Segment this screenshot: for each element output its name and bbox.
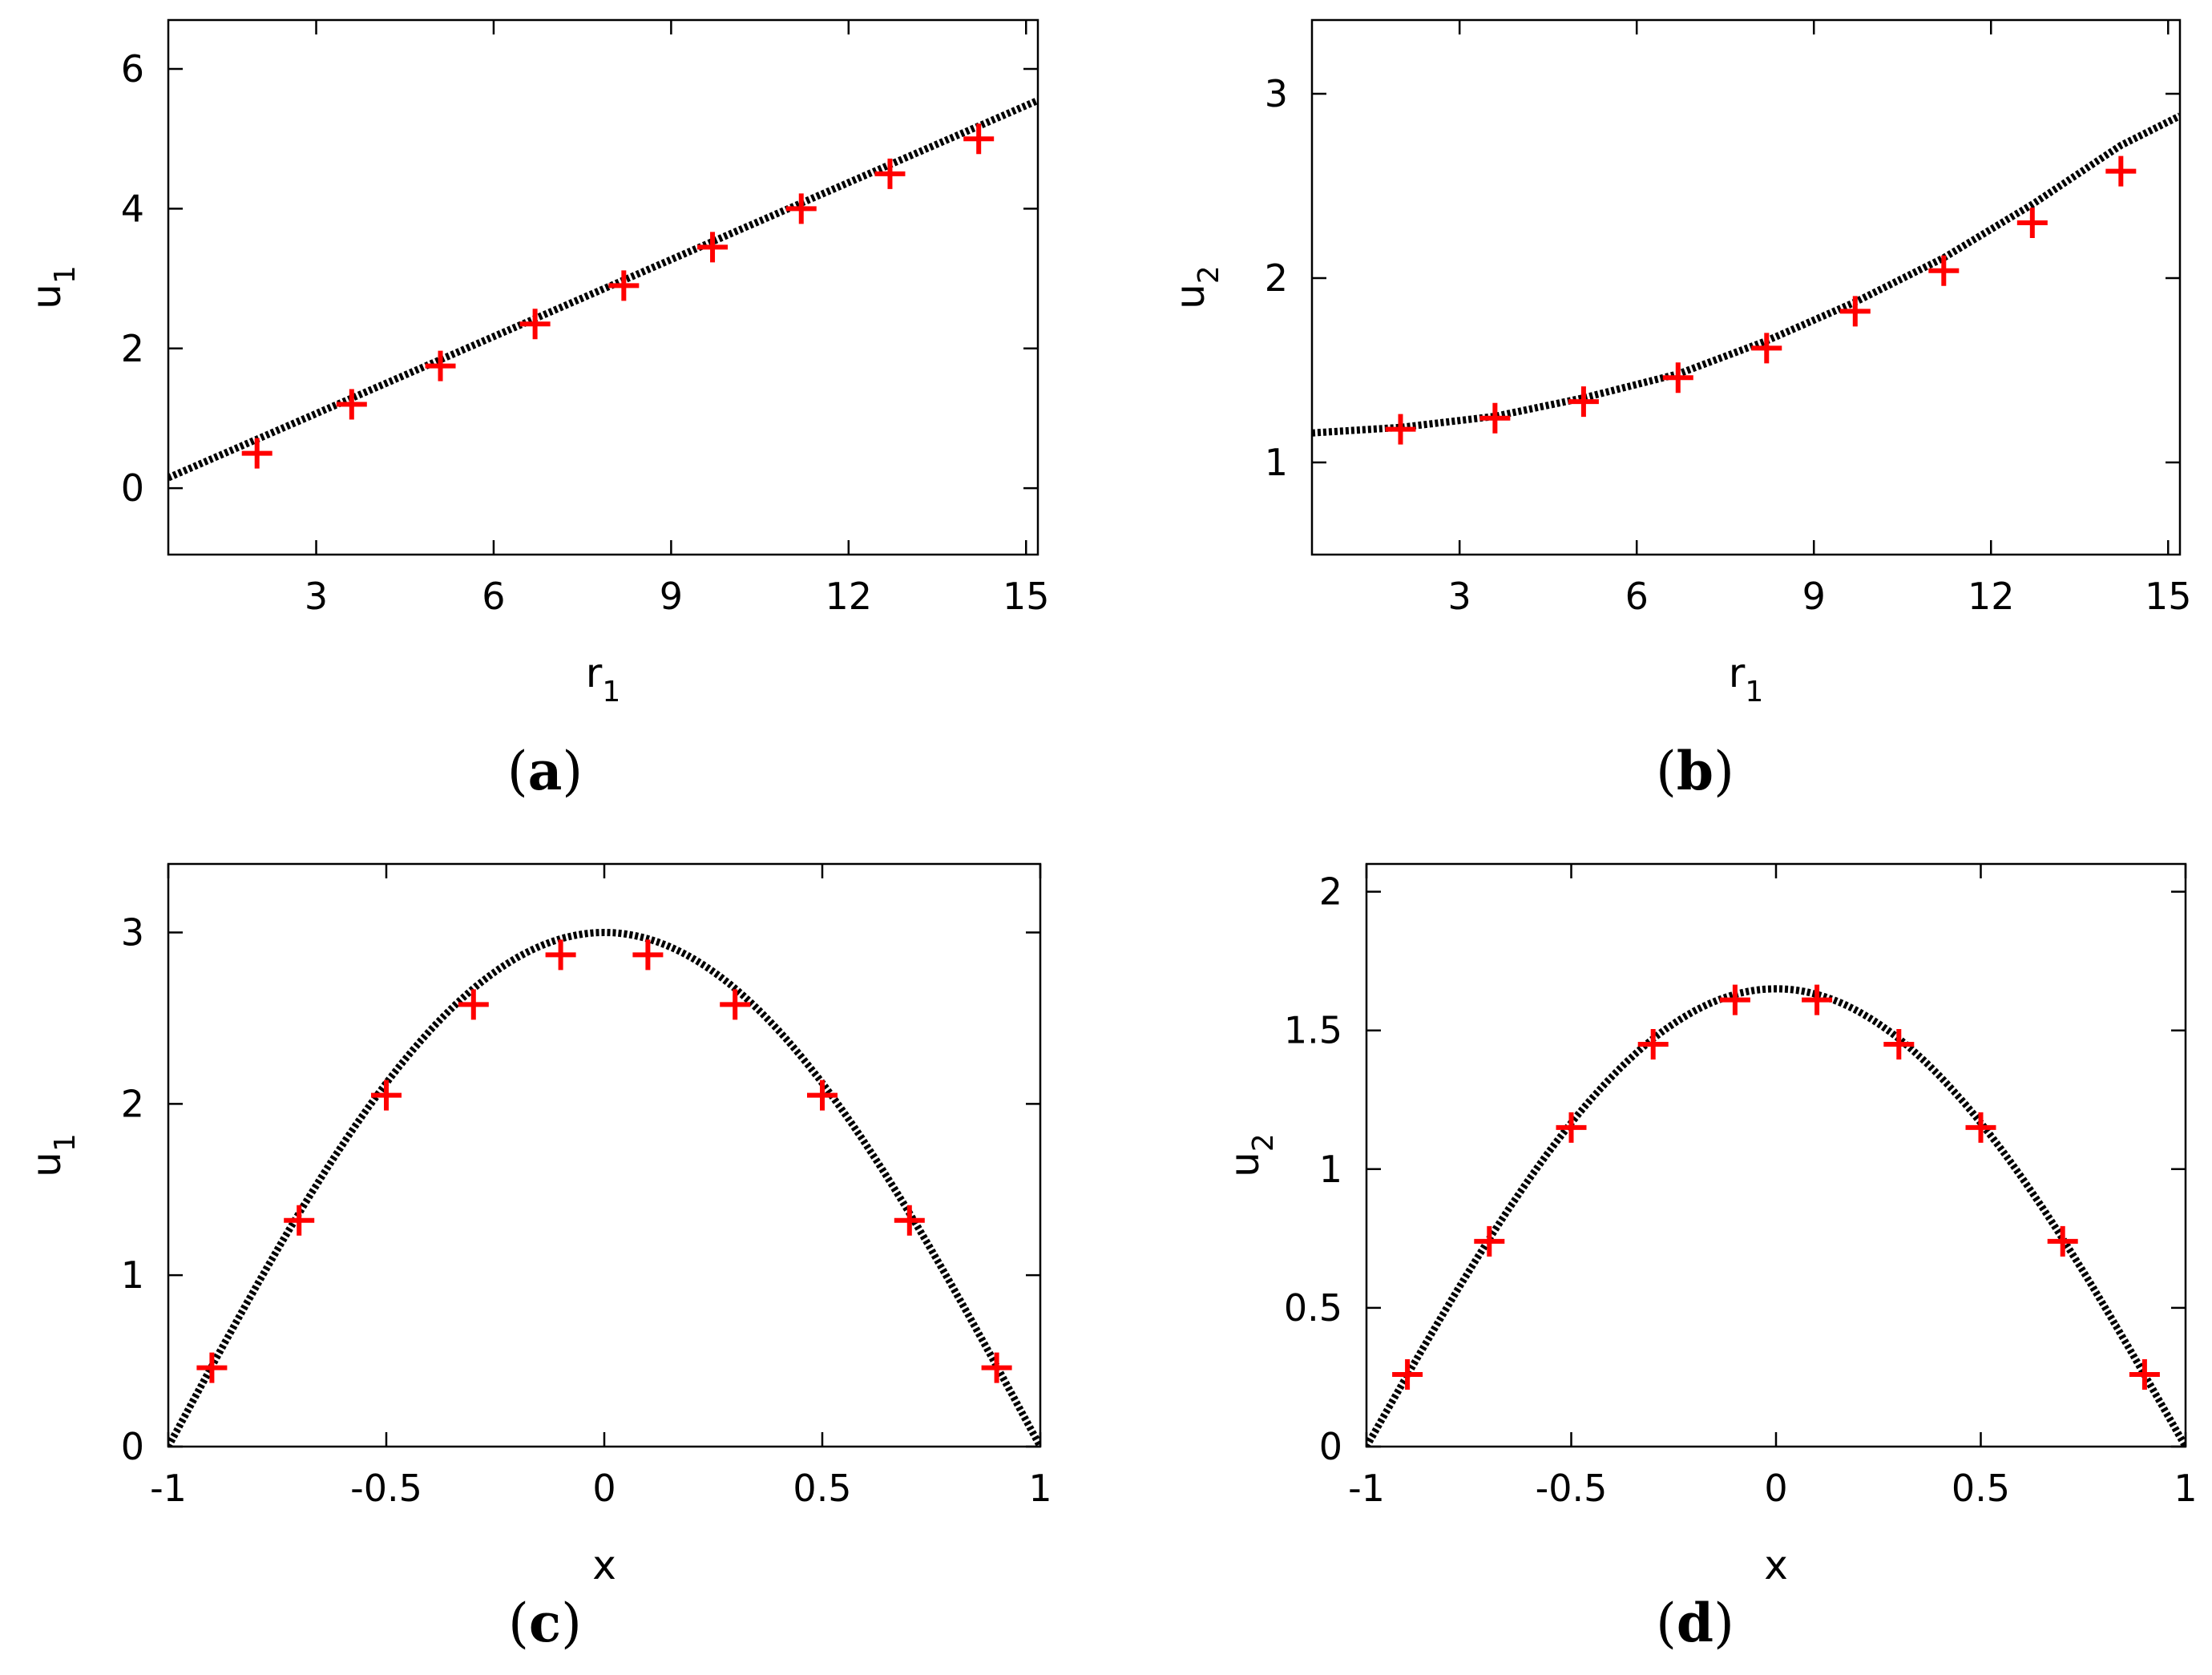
- plot-frame: [167, 18, 1039, 556]
- data-point-marker: [632, 939, 664, 971]
- x-tick-label: 0: [1764, 1467, 1787, 1510]
- y-axis-label: u1: [23, 1133, 82, 1177]
- chart-panel-d: -1 -0.5 0 0.5 1 0 0.5 1 1.5 2 x u2 (d): [1221, 862, 2198, 1654]
- data-point-marker: [545, 939, 576, 971]
- data-point-marker: [371, 1080, 402, 1111]
- data-point-marker: [519, 309, 551, 340]
- x-axis-label: r1: [1729, 650, 1763, 708]
- x-tick-label: 6: [1625, 575, 1649, 618]
- panel-caption: (b): [1656, 740, 1734, 802]
- data-point-marker: [1965, 1112, 1996, 1143]
- data-point-marker: [697, 232, 729, 263]
- panel-caption: (d): [1656, 1592, 1734, 1654]
- x-tick-label: -0.5: [1536, 1467, 1608, 1510]
- data-point-marker: [1637, 1029, 1669, 1060]
- data-point-marker: [1883, 1029, 1915, 1060]
- data-point-marker: [284, 1205, 315, 1236]
- data-point-marker: [785, 193, 817, 224]
- analytical-curve: [1366, 985, 2186, 1447]
- data-point-marker: [1474, 1225, 1505, 1257]
- y-tick-label: 1: [1265, 441, 1288, 484]
- data-point-marker: [1568, 386, 1599, 418]
- y-tick-label: 2: [1265, 256, 1288, 300]
- x-tick-label: -0.5: [350, 1467, 422, 1510]
- data-point-marker: [1751, 333, 1782, 364]
- data-point-marker: [608, 270, 640, 301]
- x-tick-label: 15: [2145, 575, 2192, 618]
- data-point-marker: [894, 1205, 925, 1236]
- panel-caption: (c): [508, 1592, 582, 1654]
- y-tick-label: 1: [1319, 1148, 1342, 1191]
- x-tick-label: 12: [1968, 575, 2015, 618]
- x-axis-label: x: [1764, 1542, 1788, 1588]
- data-point-marker: [1719, 984, 1750, 1015]
- x-tick-label: 1: [1028, 1467, 1052, 1510]
- x-tick-label: 12: [825, 575, 873, 618]
- data-point-marker: [1662, 362, 1693, 394]
- data-point-marker: [874, 158, 906, 189]
- y-axis-label: u2: [1167, 265, 1225, 309]
- data-point-marker: [963, 123, 995, 155]
- data-point-marker: [1928, 255, 1960, 286]
- data-point-marker: [981, 1352, 1012, 1383]
- x-tick-label: 0.5: [1952, 1467, 2010, 1510]
- x-tick-label: -1: [150, 1467, 187, 1510]
- data-point-marker: [1392, 1358, 1423, 1390]
- data-point-marker: [458, 989, 489, 1020]
- x-tick-label: -1: [1348, 1467, 1385, 1510]
- y-tick-label: 0: [121, 466, 144, 510]
- data-point-marker: [2105, 155, 2137, 187]
- y-tick-label: 3: [1265, 72, 1288, 115]
- x-tick-label: 0.5: [793, 1467, 851, 1510]
- y-tick-label: 0: [1319, 1425, 1342, 1468]
- data-point-marker: [720, 989, 751, 1020]
- y-tick-label: 1.5: [1284, 1009, 1342, 1052]
- x-tick-label: 9: [1802, 575, 1826, 618]
- data-point-marker: [1556, 1112, 1587, 1143]
- data-point-marker: [336, 389, 367, 420]
- panel-caption: (a): [507, 740, 583, 802]
- data-point-marker: [1479, 402, 1511, 434]
- y-tick-label: 4: [121, 187, 144, 230]
- analytical-curve: [1312, 112, 2180, 437]
- data-point-marker: [2129, 1358, 2160, 1390]
- analytical-curve: [168, 97, 1038, 482]
- x-tick-label: 1: [2174, 1467, 2197, 1510]
- data-point-marker: [241, 438, 272, 469]
- data-point-marker: [196, 1352, 228, 1383]
- y-axis-label: u1: [23, 265, 82, 309]
- x-axis-label: x: [592, 1542, 616, 1588]
- data-point-marker: [1839, 296, 1871, 327]
- y-tick-label: 0: [121, 1425, 144, 1468]
- data-point-marker: [1385, 414, 1416, 445]
- analytical-curve: [168, 928, 1040, 1447]
- x-tick-label: 6: [482, 575, 505, 618]
- x-tick-label: 15: [1003, 575, 1050, 618]
- plot-frame: [1310, 18, 2182, 556]
- x-tick-label: 0: [592, 1467, 616, 1510]
- data-point-marker: [807, 1080, 838, 1111]
- y-tick-label: 2: [1319, 870, 1342, 914]
- chart-panel-c: -1 -0.5 0 0.5 1 0 1 2 3 x u1 (c): [23, 862, 1052, 1654]
- plot-frame: [167, 862, 1042, 1448]
- data-point-marker: [2047, 1225, 2078, 1257]
- x-tick-label: 3: [1448, 575, 1471, 618]
- x-tick-label: 3: [305, 575, 328, 618]
- y-tick-label: 1: [121, 1253, 144, 1297]
- chart-panel-a: 3 6 9 12 15 0 2 4 6 r1 u1 (a): [23, 18, 1050, 802]
- y-axis-label: u2: [1221, 1133, 1280, 1177]
- y-tick-label: 3: [121, 911, 144, 955]
- x-tick-label: 9: [660, 575, 683, 618]
- y-tick-label: 6: [121, 47, 144, 91]
- data-point-marker: [1802, 984, 1833, 1015]
- y-tick-label: 2: [121, 1082, 144, 1125]
- plot-frame: [1365, 862, 2187, 1448]
- data-point-marker: [2016, 208, 2048, 238]
- data-point-marker: [425, 350, 456, 381]
- y-tick-label: 0.5: [1284, 1286, 1342, 1330]
- y-tick-label: 2: [121, 327, 144, 370]
- x-axis-label: r1: [586, 650, 620, 708]
